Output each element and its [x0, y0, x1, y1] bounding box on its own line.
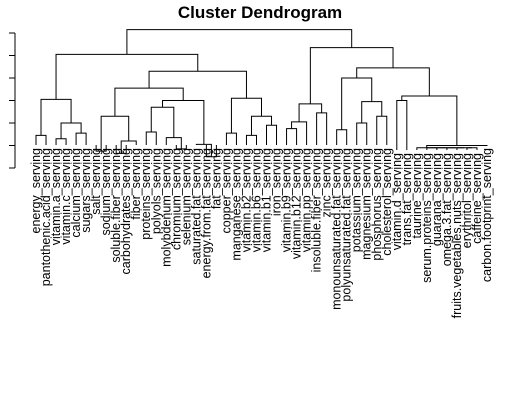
- leaf-label: vitamin.c_serving: [59, 148, 73, 245]
- leaf-label: proteins_serving: [139, 148, 153, 240]
- dendrogram-branch: [250, 115, 273, 136]
- dendrogram-branch: [376, 115, 388, 145]
- dendrogram-branch: [466, 147, 478, 150]
- dendrogram-branch: [55, 138, 67, 145]
- dendrogram-branch: [316, 112, 328, 145]
- chart-title: Cluster Dendrogram: [178, 3, 342, 22]
- dendrogram-branch: [336, 129, 348, 145]
- leaf-label: fat_serving: [209, 148, 223, 209]
- leaf-label: vitamin.b9_serving: [280, 148, 294, 252]
- leaf-label: vitamin.d_serving: [390, 153, 404, 250]
- leaf-label: polyunsaturated.fat_serving: [340, 148, 354, 302]
- leaf-label: copper_serving: [219, 148, 233, 234]
- leaf-label: fiber_serving: [129, 148, 143, 220]
- leaf-label: caffeine_serving: [470, 153, 484, 244]
- leaf-label: vitamin.b2_serving: [239, 148, 253, 252]
- dendrogram-branch: [416, 147, 437, 150]
- leaf-label: iron_serving: [270, 148, 284, 216]
- leaf-label: pantothenic.acid_serving: [39, 148, 53, 286]
- leaf-label: polyols_serving: [149, 148, 163, 234]
- dendrogram-branch: [225, 132, 237, 145]
- leaf-label: erythritol_serving: [460, 153, 474, 248]
- dendrogram-branch: [309, 47, 394, 104]
- dendrogram-branch: [266, 124, 278, 145]
- leaf-label: serum.proteins_serving: [420, 153, 434, 283]
- y-axis: [9, 32, 16, 169]
- dendrogram-branch: [35, 134, 47, 145]
- dendrogram-branch: [114, 87, 184, 117]
- leaf-label: monounsaturated.fat_serving: [330, 148, 344, 310]
- dendrogram-branch: [291, 121, 308, 145]
- dendrogram-branch: [341, 77, 373, 130]
- dendrogram-branch: [245, 134, 257, 145]
- leaf-label: molybdenum_serving: [159, 148, 173, 267]
- dendrogram-branch: [60, 122, 82, 139]
- dendrogram-branch: [165, 137, 182, 149]
- dendrogram-branch: [230, 97, 262, 134]
- leaf-label: carbon.footprint_serving: [480, 148, 494, 282]
- leaf-label: energy.from.fat_serving: [199, 148, 213, 278]
- leaf-label: soluble.fiber_serving: [109, 148, 123, 263]
- dendrogram-branch: [401, 95, 458, 146]
- leaf-label: chromium_serving: [169, 148, 183, 250]
- leaf-label: vitamin.pp_serving: [300, 148, 314, 252]
- leaf-label: magnesium_serving: [360, 148, 374, 260]
- leaf-label: saturated.fat_serving: [189, 148, 203, 265]
- leaf-label: vitamin.b12_serving: [290, 148, 304, 259]
- leaf-label: vitamin.a_serving: [49, 148, 63, 245]
- leaf-label: vitamin.b6_serving: [249, 148, 263, 252]
- leaf-label: sugars_serving: [79, 148, 93, 233]
- leaf-label: selenium_serving: [179, 148, 193, 245]
- leaf-label: sodium_serving: [99, 148, 113, 236]
- dendrogram-branch: [148, 70, 247, 99]
- dendrogram-branch: [40, 98, 72, 136]
- leaf-label: calcium_serving: [69, 148, 83, 238]
- dendrogram-branch: [145, 131, 157, 145]
- leaf-label: phosphorus_serving: [370, 148, 384, 261]
- leaf-label: cholesterol_serving: [380, 148, 394, 256]
- dendrogram-branch: [356, 122, 368, 145]
- dendrogram-branch: [126, 29, 353, 55]
- dendrogram-branch: [361, 101, 383, 123]
- dendrogram-branch: [100, 115, 130, 152]
- dendrogram-branch: [150, 106, 175, 138]
- leaf-label: salt_serving: [89, 148, 103, 215]
- dendrogram-branches: [35, 29, 488, 158]
- leaf-label: fruits.vegetables.nuts_serving: [450, 153, 464, 318]
- leaf-label: guarana_serving: [430, 153, 444, 246]
- dendrogram-branch: [286, 128, 298, 145]
- leaf-label: vitamin.b1_serving: [260, 148, 274, 252]
- leaf-label: omega.3.fat_serving: [440, 153, 454, 266]
- leaf-label: trans.fat_serving: [400, 153, 414, 245]
- leaf-labels: energy_servingpantothenic.acid_servingvi…: [29, 148, 494, 318]
- dendrogram-branch: [396, 100, 408, 150]
- leaf-label: zinc_serving: [320, 148, 334, 218]
- leaf-label: carbohydrates_serving: [119, 148, 133, 275]
- leaf-label: taurine_serving: [410, 153, 424, 239]
- dendrogram-branch: [356, 67, 430, 96]
- leaf-label: potassium_serving: [350, 148, 364, 252]
- leaf-label: energy_serving: [29, 148, 43, 234]
- leaf-label: manganese_serving: [229, 148, 243, 261]
- dendrogram-branch: [55, 53, 199, 100]
- leaf-label: insoluble.fiber_serving: [310, 148, 324, 272]
- dendrogram-branch: [75, 132, 87, 145]
